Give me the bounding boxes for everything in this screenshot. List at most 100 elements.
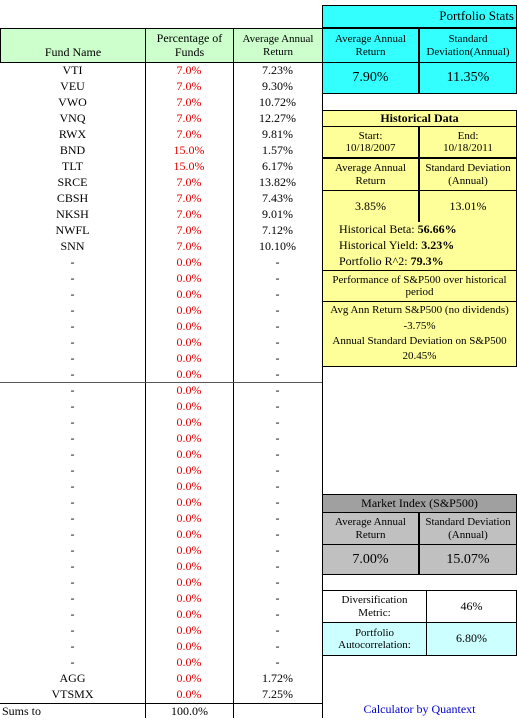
fund-return: 10.72%	[259, 95, 296, 110]
fund-name: -	[70, 623, 75, 638]
fund-percent: 7.0%	[176, 95, 202, 110]
fund-percent: 0.0%	[176, 559, 202, 574]
fund-percent: 0.0%	[176, 479, 202, 494]
fund-return: 7.43%	[262, 191, 293, 206]
fund-name: -	[70, 303, 75, 318]
sp500-block: Avg Ann Return S&P500 (no dividends) -3.7…	[322, 301, 517, 367]
fund-return: -	[275, 463, 280, 478]
column-header: Average Annual Return	[233, 28, 323, 63]
fund-percent: 7.0%	[176, 175, 202, 190]
fund-percent: 0.0%	[176, 687, 202, 702]
fund-percent: 0.0%	[176, 255, 202, 270]
market-value: 15.07%	[419, 544, 517, 575]
cell-text: 10/18/2011	[443, 142, 493, 154]
fund-percent: 0.0%	[176, 383, 202, 398]
fund-return: -	[275, 495, 280, 510]
fund-name: NKSH	[56, 207, 89, 222]
column-line	[145, 62, 146, 718]
fund-return: -	[275, 255, 280, 270]
fund-return: -	[275, 335, 280, 350]
cell-text: Portfolio R^2:	[339, 254, 408, 269]
fund-return: 10.10%	[259, 239, 296, 254]
fund-percent: 0.0%	[176, 655, 202, 670]
fund-percent: 0.0%	[176, 415, 202, 430]
fund-return: 13.82%	[259, 175, 296, 190]
fund-name: CBSH	[56, 191, 89, 206]
fund-name: -	[70, 399, 75, 414]
fund-name: -	[70, 607, 75, 622]
fund-name: -	[70, 287, 75, 302]
cell-text: 56.66%	[417, 222, 457, 237]
fund-return: -	[275, 367, 280, 382]
fund-percent: 7.0%	[176, 79, 202, 94]
historical-label: Standard Deviation (Annual)	[419, 158, 517, 191]
fund-name: -	[70, 367, 75, 382]
fund-name: -	[70, 447, 75, 462]
fund-return: -	[275, 575, 280, 590]
fund-percent: 0.0%	[176, 543, 202, 558]
fund-name: TLT	[62, 159, 83, 174]
fund-percent: 0.0%	[176, 671, 202, 686]
cell-text: Historical Yield:	[339, 238, 419, 253]
fund-name: -	[70, 255, 75, 270]
market-title: Market Index (S&P500)	[322, 494, 517, 513]
historical-value: 13.01%	[419, 190, 517, 223]
fund-return: 1.72%	[262, 671, 293, 686]
cell-text: -3.75%	[403, 319, 436, 332]
fund-return: -	[275, 543, 280, 558]
fund-percent: 0.0%	[176, 447, 202, 462]
fund-name: -	[70, 463, 75, 478]
diversification-label: Diversification Metric:	[322, 590, 427, 623]
fund-name: VEU	[60, 79, 85, 94]
fund-name: VWO	[58, 95, 87, 110]
fund-percent: 0.0%	[176, 367, 202, 382]
fund-name: NWFL	[55, 223, 90, 238]
autocorrelation-label: Portfolio Autocorrelation:	[322, 622, 427, 656]
fund-percent: 0.0%	[176, 463, 202, 478]
fund-percent: 7.0%	[176, 223, 202, 238]
fund-percent: 0.0%	[176, 511, 202, 526]
fund-percent: 15.0%	[173, 159, 205, 174]
fund-name: -	[70, 319, 75, 334]
page-break	[0, 382, 322, 383]
fund-return: 9.30%	[262, 79, 293, 94]
historical-title: Historical Data	[322, 110, 517, 127]
fund-name: BND	[59, 143, 86, 158]
fund-return: 1.57%	[262, 143, 293, 158]
fund-name: -	[70, 431, 75, 446]
fund-name: -	[70, 543, 75, 558]
fund-percent: 0.0%	[176, 271, 202, 286]
fund-percent: 0.0%	[176, 639, 202, 654]
cell-text: Start:	[358, 129, 383, 142]
fund-percent: 0.0%	[176, 351, 202, 366]
fund-return: -	[275, 447, 280, 462]
fund-name: -	[70, 271, 75, 286]
fund-percent: 15.0%	[173, 143, 205, 158]
fund-percent: 0.0%	[176, 607, 202, 622]
fund-name: -	[70, 383, 75, 398]
fund-return: -	[275, 623, 280, 638]
stats-label: Average Annual Return	[322, 28, 419, 63]
fund-percent: 0.0%	[176, 527, 202, 542]
autocorrelation-value: 6.80%	[426, 622, 517, 656]
fund-percent: 7.0%	[176, 111, 202, 126]
fund-name: -	[70, 591, 75, 606]
fund-percent: 0.0%	[176, 335, 202, 350]
column-line	[233, 62, 234, 718]
fund-return: 9.81%	[262, 127, 293, 142]
fund-percent: 0.0%	[176, 591, 202, 606]
stats-label: Standard Deviation(Annual)	[419, 28, 517, 63]
fund-return: -	[275, 655, 280, 670]
fund-return: 7.25%	[262, 687, 293, 702]
end-date: End: 10/18/2011	[419, 126, 517, 158]
cell-text: Annual Standard Deviation on S&P500	[332, 335, 507, 347]
fund-return: 7.23%	[262, 63, 293, 78]
cell-text: End:	[457, 129, 479, 142]
market-label: Average Annual Return	[322, 512, 419, 545]
historical-stat: Historical Beta: 56.66%	[322, 222, 517, 238]
fund-name: -	[70, 511, 75, 526]
fund-return: 12.27%	[259, 111, 296, 126]
fund-return: -	[275, 527, 280, 542]
stats-value: 11.35%	[419, 62, 517, 94]
fund-name: AGG	[59, 671, 86, 686]
